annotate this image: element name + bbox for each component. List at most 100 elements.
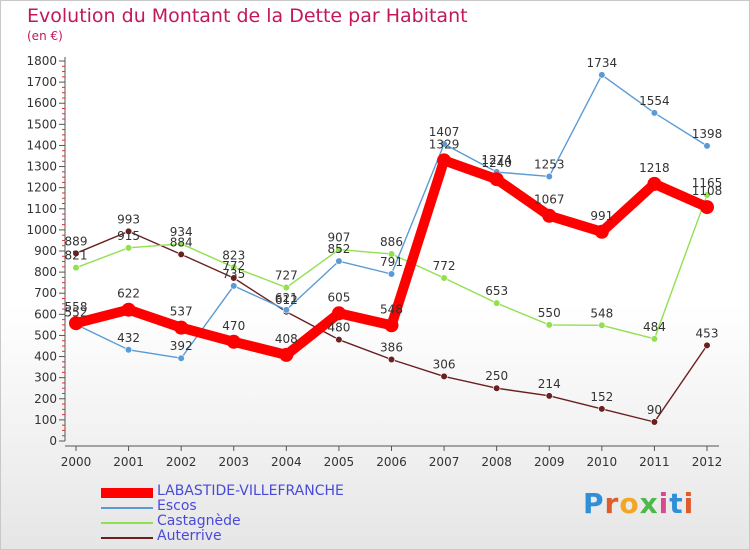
data-label: 1329 — [429, 137, 460, 151]
data-point — [230, 263, 238, 271]
data-point — [174, 320, 189, 335]
chart-title: Evolution du Montant de la Dette par Hab… — [27, 5, 468, 27]
line-chart: 0 100 200 300 400 500 600 700 800 900 1000 1100 1200… — [26, 54, 723, 469]
legend: LABASTIDE-VILLEFRANCHE Escos Castagnède Aut… — [101, 483, 401, 545]
x-tick-label: 2010 — [587, 455, 618, 469]
y-tick-label: 0 — [49, 434, 57, 448]
data-point — [647, 176, 662, 191]
legend-label: LABASTIDE-VILLEFRANCHE — [157, 483, 344, 499]
legend-label: Auterrive — [157, 528, 222, 544]
legend-item: LABASTIDE-VILLEFRANCHE — [101, 483, 401, 500]
data-point — [384, 318, 399, 333]
data-point — [703, 341, 711, 349]
data-point — [650, 418, 659, 426]
data-point — [335, 336, 343, 344]
data-label: 386 — [380, 341, 403, 355]
x-tick-label: 2002 — [166, 455, 197, 469]
data-label: 470 — [222, 319, 245, 333]
data-label: 772 — [222, 259, 245, 273]
data-label: 934 — [170, 225, 193, 239]
data-label: 735 — [222, 267, 245, 281]
legend-swatch — [101, 488, 153, 498]
data-label: 915 — [117, 229, 140, 243]
data-label: 558 — [65, 300, 88, 314]
data-label: 484 — [643, 320, 666, 334]
data-label: 453 — [696, 326, 719, 340]
data-point — [121, 302, 136, 317]
y-tick-label: 800 — [34, 265, 57, 279]
data-point — [545, 321, 553, 329]
y-tick-label: 1400 — [26, 138, 57, 152]
data-label: 1274 — [481, 153, 512, 167]
data-label: 886 — [380, 235, 403, 249]
data-point — [440, 372, 448, 381]
data-label: 993 — [117, 212, 140, 226]
data-point — [440, 140, 448, 148]
data-label: 791 — [380, 255, 403, 269]
y-tick-label: 1800 — [26, 54, 57, 68]
y-tick-label: 1600 — [26, 96, 57, 110]
data-point — [72, 249, 80, 257]
data-point — [279, 347, 294, 362]
y-tick-label: 1700 — [26, 75, 57, 89]
data-point — [493, 384, 501, 392]
x-tick-label: 2000 — [61, 455, 92, 469]
data-point — [69, 316, 83, 331]
data-label: 612 — [275, 293, 298, 307]
data-point — [177, 354, 185, 362]
data-label: 552 — [65, 305, 88, 319]
data-point — [387, 270, 396, 278]
y-tick-label: 100 — [34, 413, 57, 427]
x-tick-label: 2005 — [324, 455, 355, 469]
data-label: 537 — [170, 305, 193, 319]
data-label: 1067 — [534, 193, 565, 207]
x-tick-label: 2009 — [534, 455, 565, 469]
data-point — [493, 299, 501, 307]
data-label: 823 — [222, 248, 245, 262]
series-lines — [69, 71, 714, 426]
data-label: 653 — [485, 284, 508, 298]
data-point — [124, 244, 133, 252]
data-label: 152 — [590, 390, 613, 404]
data-point — [594, 224, 609, 239]
data-label: 622 — [117, 287, 140, 301]
data-point — [650, 109, 659, 117]
data-label: 1165 — [692, 176, 723, 190]
axes: 0 100 200 300 400 500 600 700 800 900 1000 1100 1200… — [26, 54, 722, 469]
data-point — [387, 250, 396, 258]
y-tick-label: 300 — [34, 371, 57, 385]
data-label: 884 — [170, 235, 193, 249]
data-point — [282, 306, 290, 314]
legend-swatch — [101, 507, 153, 509]
data-label: 1108 — [692, 184, 723, 198]
data-label: 548 — [590, 306, 613, 320]
data-label: 408 — [275, 332, 298, 346]
x-tick-label: 2011 — [639, 455, 670, 469]
data-point — [703, 142, 711, 150]
data-label: 821 — [65, 249, 88, 263]
data-point — [545, 392, 553, 400]
data-point — [230, 282, 238, 290]
legend-label: Castagnède — [157, 513, 241, 529]
data-point — [226, 334, 241, 349]
data-point — [335, 245, 343, 254]
y-tick-label: 600 — [34, 307, 57, 321]
data-point — [700, 200, 714, 215]
proxiti-logo: Proxiti — [583, 487, 695, 520]
data-label: 621 — [275, 291, 298, 305]
data-label: 392 — [170, 339, 193, 353]
data-point — [335, 257, 343, 265]
data-point — [598, 71, 606, 79]
data-label: 991 — [590, 209, 613, 223]
y-tick-label: 900 — [34, 244, 57, 258]
legend-label: Escos — [157, 498, 197, 514]
data-label: 1253 — [534, 157, 565, 171]
data-point — [72, 264, 80, 272]
data-labels: 889 993 884 772 612 480 386 306 250 214 152 90 453 82… — [65, 56, 723, 417]
data-label: 90 — [647, 403, 662, 417]
chart-unit: (en €) — [27, 29, 63, 43]
data-label: 214 — [538, 377, 561, 391]
data-label: 1734 — [587, 56, 618, 70]
legend-swatch — [101, 537, 153, 539]
